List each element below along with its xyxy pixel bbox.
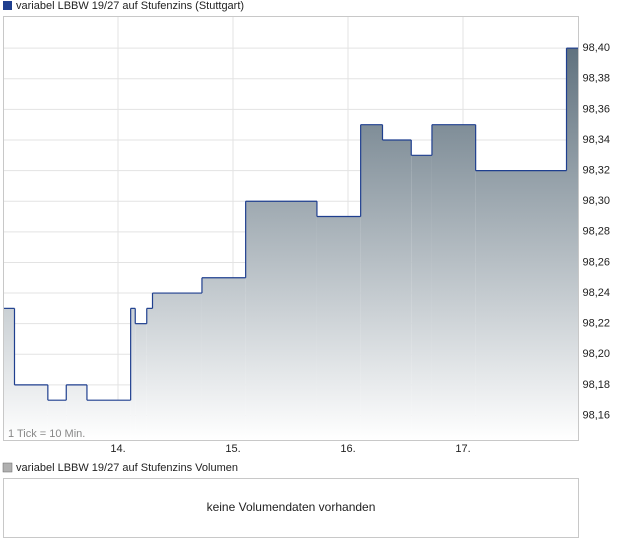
legend-swatch: [2, 462, 13, 473]
area-segment: [146, 308, 153, 440]
area-segment: [47, 400, 67, 440]
legend-label: variabel LBBW 19/27 auf Stufenzins Volum…: [16, 462, 238, 474]
area-segment: [566, 48, 578, 440]
y-tick-label: 98,32: [582, 165, 610, 177]
y-tick-label: 98,20: [582, 348, 610, 360]
x-tick-label: 15.: [225, 443, 240, 455]
note: 1 Tick = 10 Min.: [8, 428, 85, 440]
area-segment: [66, 384, 87, 440]
legend-swatch: [3, 1, 12, 10]
area-segment: [245, 201, 317, 440]
area-segment: [201, 277, 246, 440]
area-segment: [411, 155, 432, 440]
area-segment: [316, 216, 361, 440]
x-tick-label: 14.: [110, 443, 125, 455]
area-segment: [86, 400, 131, 440]
area-segment: [475, 170, 567, 440]
y-tick-label: 98,38: [582, 73, 610, 85]
y-tick-label: 98,30: [582, 195, 610, 207]
area-segment: [135, 323, 147, 440]
area-segment: [431, 124, 476, 440]
y-tick-label: 98,24: [582, 287, 610, 299]
x-tick-label: 17.: [455, 443, 470, 455]
y-tick-label: 98,28: [582, 226, 610, 238]
plot-frame: [3, 16, 579, 441]
area-segment: [152, 293, 202, 440]
area-segment: [130, 308, 136, 440]
area-segment: [360, 124, 383, 440]
y-tick-label: 98,34: [582, 134, 610, 146]
y-tick-label: 98,22: [582, 318, 610, 330]
x-tick-label: 16.: [340, 443, 355, 455]
area-segment: [14, 384, 48, 440]
y-tick-label: 98,18: [582, 379, 610, 391]
y-tick-label: 98,26: [582, 256, 610, 268]
area-segment: [3, 308, 15, 440]
volume-panel: [3, 478, 579, 538]
empty-message: keine Volumendaten vorhanden: [207, 500, 376, 514]
y-tick-label: 98,40: [582, 42, 610, 54]
y-tick-label: 98,16: [582, 409, 610, 421]
legend-label: variabel LBBW 19/27 auf Stufenzins (Stut…: [16, 0, 244, 12]
area-segment: [382, 139, 412, 440]
y-tick-label: 98,36: [582, 103, 610, 115]
